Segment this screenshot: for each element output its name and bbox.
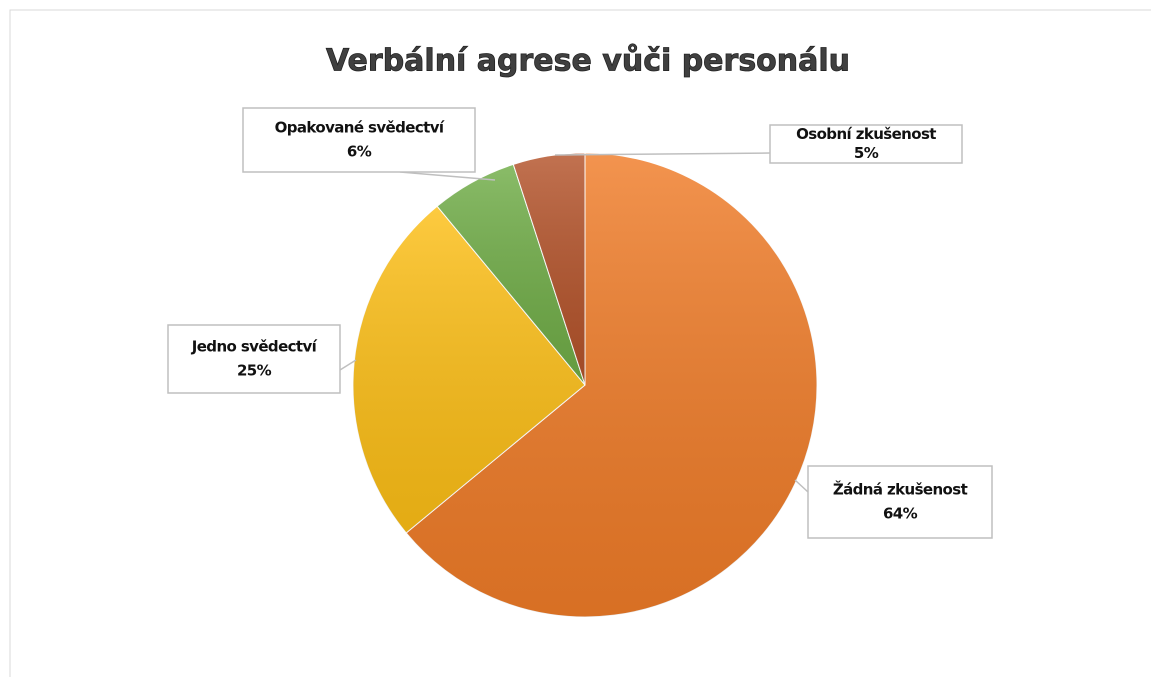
label-box <box>167 324 341 394</box>
slice-shade <box>352 206 585 533</box>
slice-shade <box>406 153 817 617</box>
leader-line <box>399 171 496 181</box>
leader-line <box>794 479 809 493</box>
slice-shade <box>437 164 585 385</box>
slice-shade <box>513 153 585 385</box>
value-label: 6% <box>347 143 372 161</box>
value-label: 25% <box>237 362 272 380</box>
leader-line <box>554 152 771 156</box>
category-label: Osobní zkušenost <box>796 125 936 143</box>
chart-frame <box>9 9 1151 677</box>
value-label: 64% <box>883 505 918 523</box>
category-label: Jedno svědectví <box>191 338 318 356</box>
category-label: Žádná zkušenost <box>833 480 968 499</box>
label-box <box>769 124 963 164</box>
category-label: Opakované svědectví <box>275 119 445 137</box>
label-box <box>242 107 476 173</box>
leader-line <box>339 359 357 371</box>
value-label: 5% <box>854 144 879 162</box>
label-box <box>807 465 993 539</box>
chart-title: Verbální agrese vůči personálu <box>326 43 850 79</box>
